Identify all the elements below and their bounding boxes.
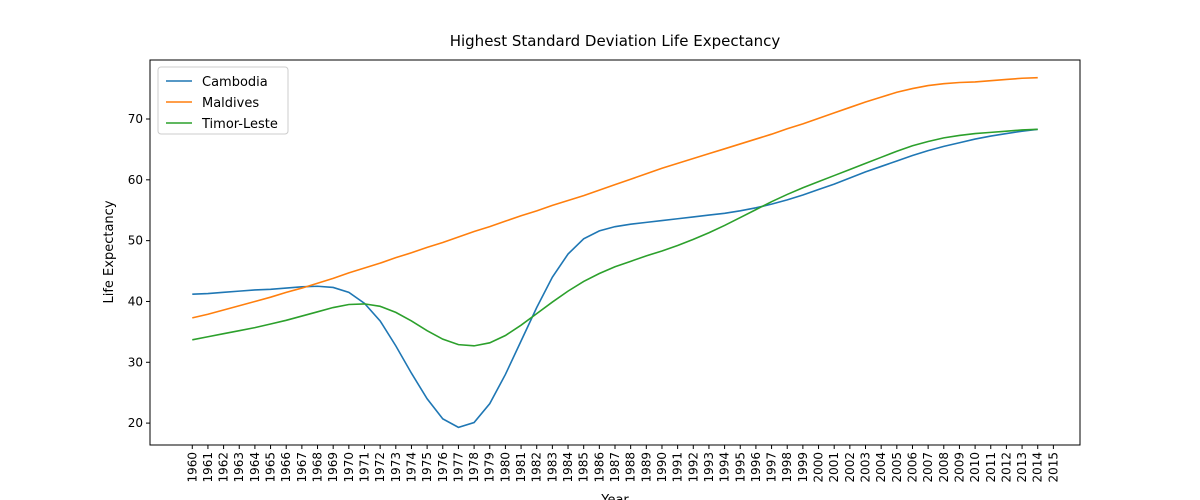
x-tick-label: 2006 [905, 452, 919, 483]
x-tick-label: 1990 [655, 452, 669, 483]
x-tick-label: 1973 [389, 452, 403, 483]
line-series [192, 76, 1038, 319]
x-tick-label: 1983 [545, 452, 559, 483]
x-tick-label: 2012 [999, 452, 1013, 483]
x-tick-label: 1989 [639, 452, 653, 483]
x-tick-label: 1981 [514, 452, 528, 483]
x-tick-label: 1982 [530, 452, 544, 483]
legend-box [157, 66, 289, 135]
x-tick-label: 1984 [561, 452, 575, 483]
x-tick-label: 1998 [780, 452, 794, 483]
x-tick-label: 1979 [483, 452, 497, 483]
x-tick-label: 1970 [342, 452, 356, 483]
line-series [192, 128, 1038, 347]
x-tick-label: 2011 [984, 452, 998, 483]
x-tick-label: 2000 [812, 452, 826, 483]
x-tick-label: 2007 [921, 452, 935, 483]
x-tick-label: 1962 [217, 452, 231, 483]
legend: Cambodia Maldives Timor-Leste [157, 66, 289, 135]
x-tick-label: 1968 [311, 452, 325, 483]
x-tick-label: 2009 [952, 452, 966, 483]
x-tick-label: 2010 [968, 452, 982, 483]
x-tick-label: 1985 [577, 452, 591, 483]
y-tick-label: 20 [128, 416, 143, 430]
x-tick-label: 1987 [608, 452, 622, 483]
x-tick-label: 2014 [1031, 452, 1045, 483]
x-tick-label: 2008 [937, 452, 951, 483]
x-tick-label: 1966 [279, 452, 293, 483]
x-tick-label: 1988 [624, 452, 638, 483]
x-tick-label: 1978 [467, 452, 481, 483]
x-tick-label: 2005 [890, 452, 904, 483]
x-tick-label: 1994 [718, 452, 732, 483]
legend-label: Cambodia [202, 75, 268, 90]
x-tick-label: 1977 [451, 452, 465, 483]
x-tick-label: 1961 [201, 452, 215, 483]
x-axis-label: Year [600, 493, 629, 500]
x-tick-label: 1967 [295, 452, 309, 483]
x-tick-label: 1986 [592, 452, 606, 483]
x-tick-label: 1991 [671, 452, 685, 483]
x-tick-label: 1997 [765, 452, 779, 483]
x-tick-label: 2015 [1046, 452, 1060, 483]
x-tick-label: 1971 [357, 452, 371, 483]
y-tick-label: 30 [128, 355, 143, 369]
x-tick-label: 1960 [185, 452, 199, 483]
x-tick-label: 1964 [248, 452, 262, 483]
line-series [192, 128, 1038, 429]
x-tick-label: 1972 [373, 452, 387, 483]
x-tick-label: 2001 [827, 452, 841, 483]
x-tick-label: 1999 [796, 452, 810, 483]
x-tick-label: 1992 [686, 452, 700, 483]
legend-label: Maldives [202, 96, 259, 111]
x-tick-label: 1995 [733, 452, 747, 483]
y-tick-label: 40 [128, 294, 143, 308]
x-tick-label: 2004 [874, 452, 888, 483]
x-tick-label: 1969 [326, 452, 340, 483]
y-axis-label: Life Expectancy [102, 200, 117, 303]
x-tick-label: 1963 [232, 452, 246, 483]
x-tick-label: 1965 [264, 452, 278, 483]
y-tick-label: 60 [128, 173, 143, 187]
x-tick-label: 2003 [859, 452, 873, 483]
x-tick-label: 1993 [702, 452, 716, 483]
x-tick-label: 1976 [436, 452, 450, 483]
x-tick-label: 1975 [420, 452, 434, 483]
x-tick-label: 2002 [843, 452, 857, 483]
chart-title: Highest Standard Deviation Life Expectan… [450, 32, 781, 50]
x-tick-label: 2013 [1015, 452, 1029, 483]
x-tick-label: 1996 [749, 452, 763, 483]
y-tick-label: 70 [128, 112, 143, 126]
y-tick-label: 50 [128, 234, 143, 248]
x-tick-label: 1980 [498, 452, 512, 483]
x-tick-label: 1974 [404, 452, 418, 483]
legend-label: Timor-Leste [201, 117, 278, 132]
plot-frame [149, 59, 1081, 446]
